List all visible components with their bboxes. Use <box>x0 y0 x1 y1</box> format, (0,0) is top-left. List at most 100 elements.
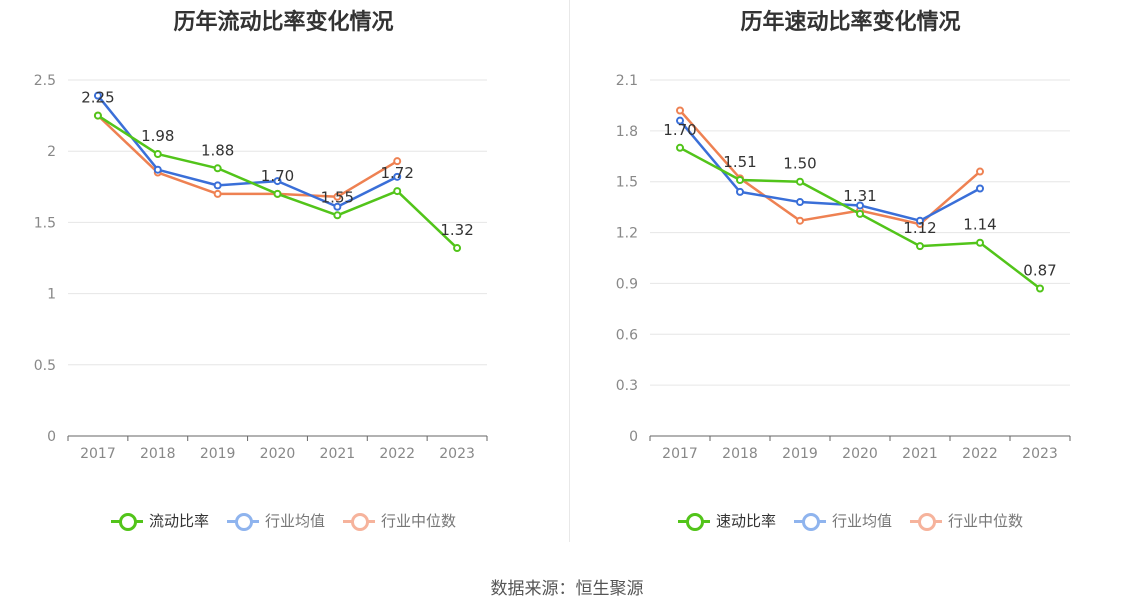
y-tick-label: 1.5 <box>34 215 56 231</box>
data-label: 1.72 <box>381 164 414 182</box>
legend-item[interactable]: 行业均值 <box>793 510 892 531</box>
legend-label: 行业均值 <box>831 512 892 530</box>
data-label: 1.98 <box>141 127 174 145</box>
legend-item[interactable]: 流动比率 <box>110 510 209 531</box>
x-tick-label: 2021 <box>320 446 356 462</box>
data-point <box>153 165 162 174</box>
data-point <box>273 177 282 186</box>
legend-swatch <box>910 512 942 531</box>
legend-label: 流动比率 <box>148 512 209 530</box>
chart-legend: 速动比率 行业均值 行业中位数 <box>567 510 1134 531</box>
data-point <box>333 211 342 220</box>
x-tick-label: 2022 <box>379 446 415 462</box>
data-label: 1.32 <box>440 221 473 239</box>
y-tick-label: 2.1 <box>616 73 638 89</box>
data-point <box>976 184 984 193</box>
x-tick-label: 2019 <box>782 446 818 462</box>
x-tick-label: 2018 <box>722 446 758 462</box>
y-tick-label: 0.6 <box>616 327 638 343</box>
data-label: 1.70 <box>663 121 696 139</box>
data-label: 1.55 <box>321 188 354 206</box>
x-tick-label: 2023 <box>1022 446 1058 462</box>
data-point <box>333 202 342 211</box>
data-point <box>153 150 162 159</box>
y-tick-label: 1.2 <box>616 226 638 242</box>
data-label: 1.31 <box>843 187 876 205</box>
y-tick-label: 0.3 <box>616 378 638 394</box>
legend-label: 速动比率 <box>715 512 776 530</box>
data-label: 0.87 <box>1023 262 1056 280</box>
y-tick-label: 0 <box>629 429 638 445</box>
x-tick-label: 2017 <box>80 446 116 462</box>
legend-item[interactable]: 速动比率 <box>677 510 776 531</box>
y-tick-label: 2 <box>47 144 56 160</box>
x-tick-label: 2021 <box>902 446 938 462</box>
x-tick-label: 2020 <box>260 446 296 462</box>
quick-ratio-chart: 历年速动比率变化情况 0 0.3 0.6 0.9 1.2 1.5 1.8 2.1 2017 201… <box>567 0 1134 560</box>
y-tick-label: 1.8 <box>616 124 638 140</box>
data-point <box>976 167 984 176</box>
data-point <box>796 177 804 186</box>
x-tick-label: 2018 <box>140 446 176 462</box>
y-tick-label: 0.5 <box>34 358 56 374</box>
data-point <box>453 244 462 253</box>
x-tick-label: 2017 <box>662 446 698 462</box>
data-point <box>93 91 102 100</box>
series-line <box>97 114 398 199</box>
data-point <box>333 192 342 201</box>
data-label: 1.12 <box>903 219 936 237</box>
legend-label: 行业均值 <box>264 512 325 530</box>
y-tick-label: 1 <box>47 287 56 303</box>
legend-item[interactable]: 行业中位数 <box>343 510 456 531</box>
quick-ratio-plot: 0 0.3 0.6 0.9 1.2 1.5 1.8 2.1 2017 2018 2019 2020 20… <box>616 73 1071 462</box>
data-source-note: 数据来源：恒生聚源 <box>490 579 644 599</box>
x-tick-label: 2023 <box>439 446 475 462</box>
legend-swatch <box>110 512 143 531</box>
series-line <box>96 94 398 208</box>
data-point <box>916 216 924 225</box>
chart-title: 历年流动比率变化情况 <box>173 10 394 35</box>
data-point <box>213 164 222 173</box>
series-line <box>679 119 981 222</box>
legend-swatch <box>226 512 259 531</box>
x-tick-label: 2022 <box>962 446 998 462</box>
data-label: 1.70 <box>261 167 294 185</box>
data-point <box>676 143 684 152</box>
legend-label: 行业中位数 <box>381 512 457 530</box>
data-point <box>796 198 804 207</box>
data-point <box>916 242 924 251</box>
data-label: 1.14 <box>963 216 996 234</box>
data-point <box>976 238 984 247</box>
data-label: 1.88 <box>201 141 234 159</box>
data-point <box>736 176 744 185</box>
legend-item[interactable]: 行业中位数 <box>910 510 1023 531</box>
legend-swatch <box>677 512 710 531</box>
legend-item[interactable]: 行业均值 <box>226 510 325 531</box>
data-point <box>273 189 282 198</box>
data-label: 1.51 <box>723 153 756 171</box>
data-point <box>856 201 864 210</box>
data-point <box>736 187 744 196</box>
data-label: 2.25 <box>81 89 114 107</box>
data-point <box>676 106 684 115</box>
y-tick-label: 0.9 <box>616 276 638 292</box>
data-label: 1.50 <box>783 155 816 173</box>
current-ratio-chart: 历年流动比率变化情况 0 0.5 1 1.5 2 2.5 2017 2018 2019 2020 2… <box>0 0 567 560</box>
x-tick-label: 2020 <box>842 446 878 462</box>
legend-swatch <box>793 512 826 531</box>
data-point <box>796 216 804 225</box>
data-point <box>213 189 222 198</box>
data-point <box>856 209 864 218</box>
legend-label: 行业中位数 <box>948 512 1024 530</box>
panel-divider <box>569 0 570 542</box>
data-point <box>393 172 402 181</box>
y-tick-label: 1.5 <box>616 175 638 191</box>
data-point <box>676 116 684 125</box>
y-tick-label: 2.5 <box>34 73 56 89</box>
current-ratio-plot: 0 0.5 1 1.5 2 2.5 2017 2018 2019 2020 2021 2022 2023… <box>34 73 488 462</box>
chart-title: 历年速动比率变化情况 <box>740 10 961 35</box>
data-point <box>393 157 402 166</box>
legend-swatch <box>343 512 375 531</box>
chart-legend: 流动比率 行业均值 行业中位数 <box>0 510 567 531</box>
data-point <box>93 111 102 120</box>
